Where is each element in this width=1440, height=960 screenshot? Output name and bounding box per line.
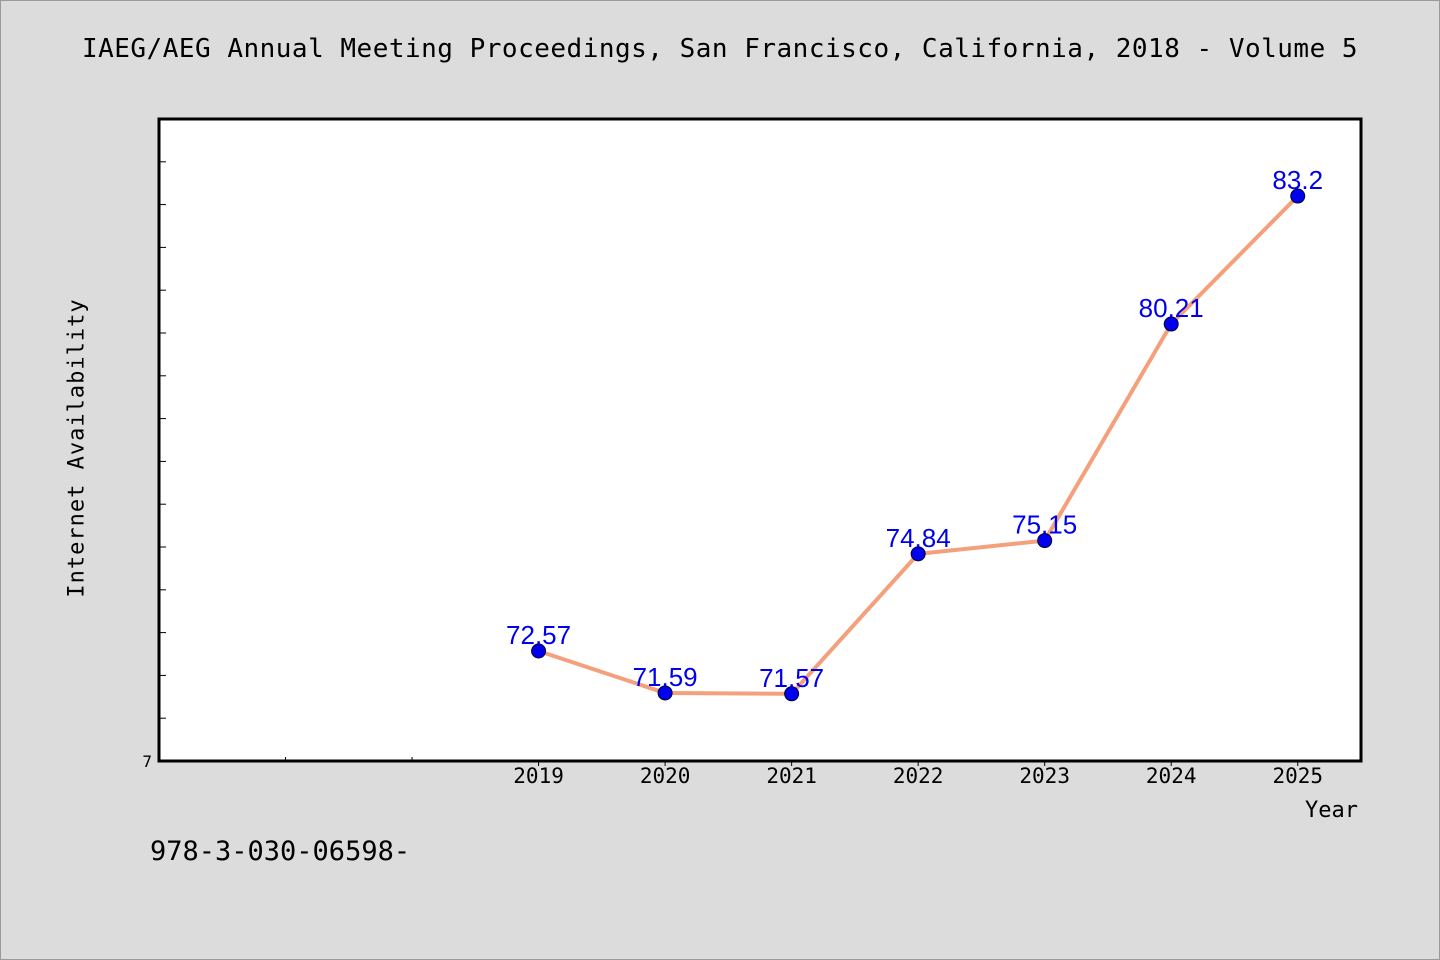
data-point: [1037, 533, 1053, 549]
y-tick-label: 7: [142, 752, 152, 771]
data-point: [784, 686, 800, 702]
data-point: [1290, 188, 1306, 204]
x-tick-label: 2024: [1146, 764, 1197, 788]
series-layer: [531, 188, 1306, 702]
x-tick-label: 2021: [766, 764, 817, 788]
y-axis-ticks: [159, 161, 166, 719]
data-label: 71.57: [759, 663, 824, 693]
plot-area: [157, 117, 1363, 763]
data-label: 80.21: [1139, 293, 1204, 323]
x-tick-label: 2023: [1019, 764, 1070, 788]
data-label: 75.15: [1012, 510, 1077, 540]
x-axis-label: Year: [1305, 798, 1358, 823]
data-label: 83.2: [1272, 165, 1323, 195]
x-axis-ticks: 2019 2020 2021 2022 2023 2024 2025: [285, 757, 1323, 788]
data-label: 71.59: [633, 662, 698, 692]
data-point: [910, 546, 926, 562]
data-point: [1163, 316, 1179, 332]
data-labels-layer: 72.57 71.59 71.57 74.84 75.15 80.21 83.2: [506, 165, 1323, 693]
data-label: 74.84: [886, 523, 951, 553]
isbn-footer: 978-3-030-06598-: [150, 836, 411, 867]
data-label: 72.57: [506, 620, 571, 650]
chart-title: IAEG/AEG Annual Meeting Proceedings, San…: [81, 34, 1359, 64]
x-tick-label: 2022: [893, 764, 944, 788]
x-tick-label: 2025: [1272, 764, 1323, 788]
data-point: [531, 643, 547, 659]
data-point: [657, 685, 673, 701]
x-tick-label: 2020: [640, 764, 691, 788]
x-tick-label: 2019: [513, 764, 564, 788]
